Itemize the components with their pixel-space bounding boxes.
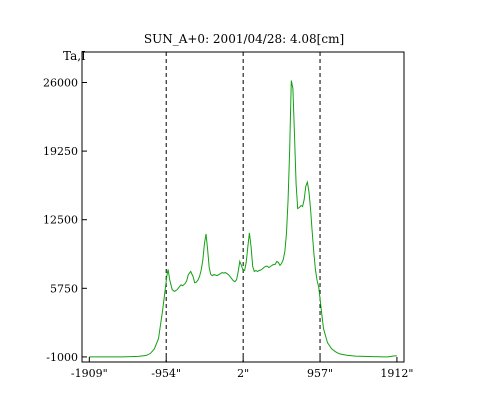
chart-title: SUN_A+0: 2001/04/28: 4.08[cm] bbox=[144, 32, 344, 46]
y-axis-label: Ta,I bbox=[63, 49, 86, 63]
y-tick-label: 19250 bbox=[43, 145, 78, 158]
x-tick-label: 2" bbox=[237, 367, 249, 380]
x-tick-label: 957" bbox=[307, 367, 333, 380]
y-tick-label: 12500 bbox=[43, 214, 78, 227]
y-tick-label: 5750 bbox=[50, 282, 78, 295]
series-line bbox=[89, 80, 397, 358]
y-tick-label: 26000 bbox=[43, 76, 78, 89]
x-tick-label: -954" bbox=[151, 367, 181, 380]
x-tick-label: 1912" bbox=[380, 367, 413, 380]
x-tick-label: -1909" bbox=[71, 367, 108, 380]
y-tick-label: -1000 bbox=[46, 351, 78, 364]
